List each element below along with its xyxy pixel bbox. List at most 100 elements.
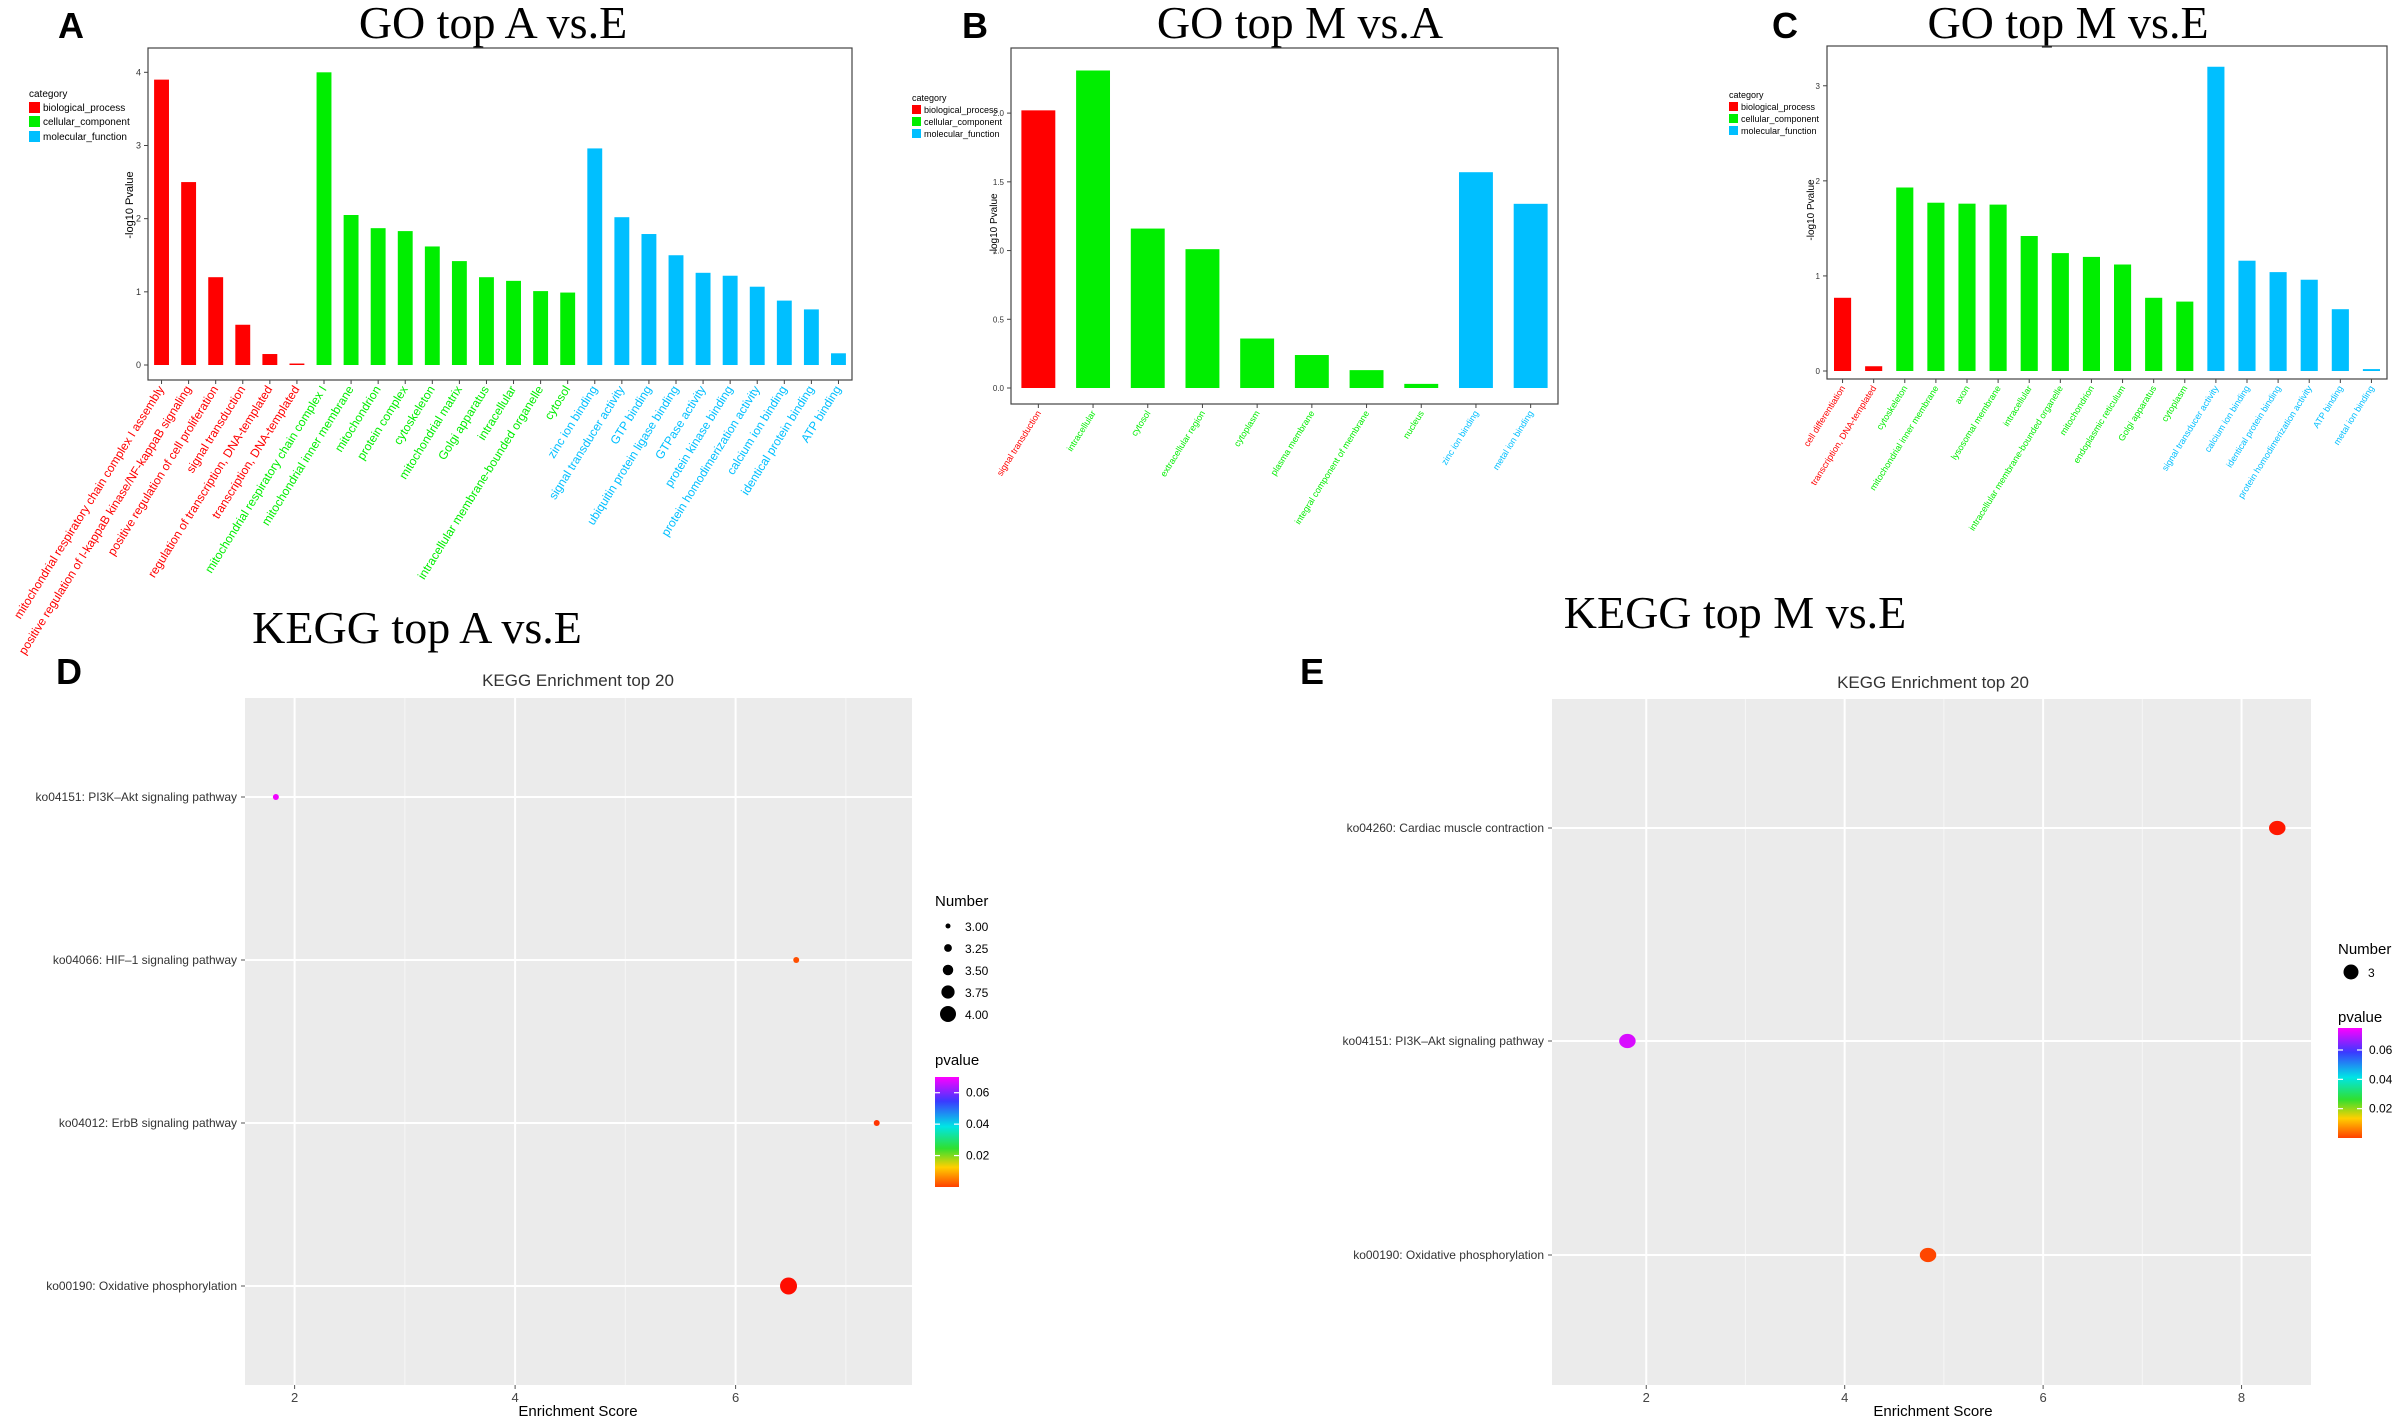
x-tick-label-nucleus: nucleus	[1401, 408, 1426, 440]
y-tick-label: 1	[136, 287, 141, 297]
bar-mitochondrion	[2082, 256, 2100, 371]
bar-zinc-ion-binding	[587, 148, 603, 365]
y-axis-label-c: -log10 Pvalue	[1806, 179, 1817, 241]
bar-nucleus	[1404, 383, 1439, 388]
panel-letter-a: A	[58, 5, 84, 46]
bar-calcium-ion-binding	[2238, 260, 2256, 371]
kegg-scatter-panel-e: KEGG top M vs.E E KEGG Enrichment top 20…	[1300, 587, 2393, 1419]
legend-label-bp: biological_process	[43, 103, 125, 114]
bar-intracellular	[1076, 70, 1111, 389]
y-tick-label: 2	[1816, 177, 1821, 186]
kegg-legend-e: Number 3 pvalue 0.06 0.04 0.02	[2338, 941, 2393, 1138]
pathway-label-ko04012-erbb-signaling-pathway: ko04012: ErbB signaling pathway	[59, 1116, 237, 1130]
bar-transcription-dna-templated	[1865, 366, 1883, 371]
number-legend-dot	[945, 923, 951, 929]
number-legend-title: Number	[935, 893, 988, 910]
x-tick-label-mitochondrial-inner-membrane: mitochondrial inner membrane	[1868, 384, 1941, 492]
bar-intracellular	[506, 280, 521, 365]
pvalue-legend-label: 0.06	[2369, 1043, 2393, 1057]
bar-endoplasmic-reticulum	[2114, 264, 2132, 371]
x-tick-label: 4	[1841, 1390, 1848, 1405]
x-tick-label-zinc-ion-binding: zinc ion binding	[1439, 409, 1480, 467]
category-legend-c: category biological_process cellular_com…	[1729, 90, 1820, 136]
bar-gtpase-activity	[695, 272, 711, 365]
bar-identical-protein-binding	[803, 309, 819, 365]
bar-golgi-apparatus	[2145, 297, 2163, 371]
y-tick-label: 1.0	[993, 247, 1005, 256]
chart-title-c: GO top M vs.E	[1927, 0, 2208, 48]
bar-identical-protein-binding	[2269, 272, 2287, 371]
bar-signal-transduction	[1021, 110, 1056, 388]
x-tick-label-intracellular: intracellular	[1065, 409, 1098, 453]
chart-title-b: GO top M vs.A	[1157, 0, 1443, 48]
x-tick-label-signal-transducer-activity: signal transducer activity	[2160, 383, 2221, 472]
x-tick-label-atp-binding: ATP binding	[2311, 384, 2345, 430]
x-tick-label-cytoplasm: cytoplasm	[1232, 409, 1262, 449]
bar-cytoplasm	[1240, 338, 1275, 388]
pvalue-colorbar	[2338, 1028, 2362, 1138]
bar-mitochondrial-inner-membrane	[343, 215, 359, 365]
bar-plasma-membrane	[1294, 355, 1329, 388]
number-legend-label: 3.75	[965, 986, 989, 1000]
number-legend-label: 3.25	[965, 942, 989, 956]
x-tick-label: 6	[732, 1390, 739, 1405]
y-tick-label: 0.0	[993, 384, 1005, 393]
x-tick-label-cytoplasm: cytoplasm	[2160, 384, 2190, 424]
bar-golgi-apparatus	[479, 277, 494, 365]
number-legend-label: 4.00	[965, 1008, 989, 1022]
legend-label-cc: cellular_component	[43, 117, 130, 128]
pvalue-legend-label: 0.02	[2369, 1102, 2393, 1116]
x-tick-label-extracellular-region: extracellular region	[1158, 409, 1207, 479]
plot-frame-a	[147, 47, 853, 381]
legend-label-bp: biological_process	[924, 105, 999, 115]
pvalue-legend-label: 0.06	[966, 1086, 990, 1100]
x-tick-label-transcription-dna-templated: transcription, DNA-templated	[1809, 384, 1879, 487]
point-ko04260-cardiac-muscle-contraction	[2269, 820, 2286, 836]
pathway-label-ko00190-oxidative-phosphorylation: ko00190: Oxidative phosphorylation	[46, 1279, 237, 1293]
y-tick-label: 0	[136, 360, 141, 370]
pvalue-legend-label: 0.04	[2369, 1072, 2393, 1086]
plot-area-b: 0.0 0.5 1.0 1.5 2.0 signal transduction intrac…	[993, 70, 1548, 526]
number-legend-label: 3.00	[965, 920, 989, 934]
bar-integral-component-of-membrane	[1349, 370, 1384, 388]
bar-mitochondrial-inner-membrane	[1927, 202, 1945, 371]
bar-signal-transduction	[235, 324, 251, 365]
x-axis-label-d: Enrichment Score	[518, 1403, 637, 1419]
plot-background-d	[245, 698, 912, 1385]
bar-cytosol	[560, 292, 576, 365]
legend-swatch-mf	[1729, 126, 1738, 135]
x-tick-label: 8	[2238, 1390, 2245, 1405]
panel-letter-e: E	[1300, 651, 1324, 692]
point-ko04012-erbb-signaling-pathway	[873, 1120, 880, 1126]
number-legend-dot	[941, 985, 955, 999]
bar-mitochondrial-respiratory-chain-complex-i-assembly	[154, 79, 169, 365]
bar-calcium-ion-binding	[776, 300, 792, 365]
x-tick-label-intracellular: intracellular	[2001, 384, 2034, 428]
y-tick-label: 3	[136, 140, 141, 150]
bar-zinc-ion-binding	[1458, 172, 1493, 388]
bar-signal-transducer-activity	[614, 217, 630, 365]
go-bar-panel-c: C GO top M vs.E category biological_proc…	[1729, 0, 2388, 532]
bar-mitochondrion	[370, 228, 386, 365]
plot-area-d: 2 4 6 ko04151: PI3K–Akt signaling pathway ko…	[36, 698, 912, 1405]
legend-title: category	[1729, 90, 1764, 100]
bar-cytoplasm	[2176, 301, 2194, 371]
panel-letter-c: C	[1772, 5, 1798, 46]
point-ko04066-hif-1-signaling-pathway	[793, 957, 800, 963]
number-legend-dot	[2343, 964, 2359, 980]
point-ko00190-oxidative-phosphorylation	[780, 1277, 798, 1295]
pvalue-legend-label: 0.02	[966, 1149, 990, 1163]
pvalue-colorbar	[935, 1077, 959, 1187]
bar-intracellular-membrane-bounded-organelle	[533, 291, 549, 365]
chart-subtitle-e: KEGG Enrichment top 20	[1837, 673, 2029, 692]
go-bar-panel-a: A GO top A vs.E category biological_proc…	[11, 0, 853, 657]
bar-positive-regulation-of-cell-proliferation	[208, 277, 224, 365]
y-tick-label: 0	[1816, 367, 1821, 376]
y-tick-label: 3	[1816, 82, 1821, 91]
legend-label-mf: molecular_function	[924, 129, 1000, 139]
legend-title: category	[29, 89, 67, 100]
legend-swatch-bp	[29, 102, 40, 113]
